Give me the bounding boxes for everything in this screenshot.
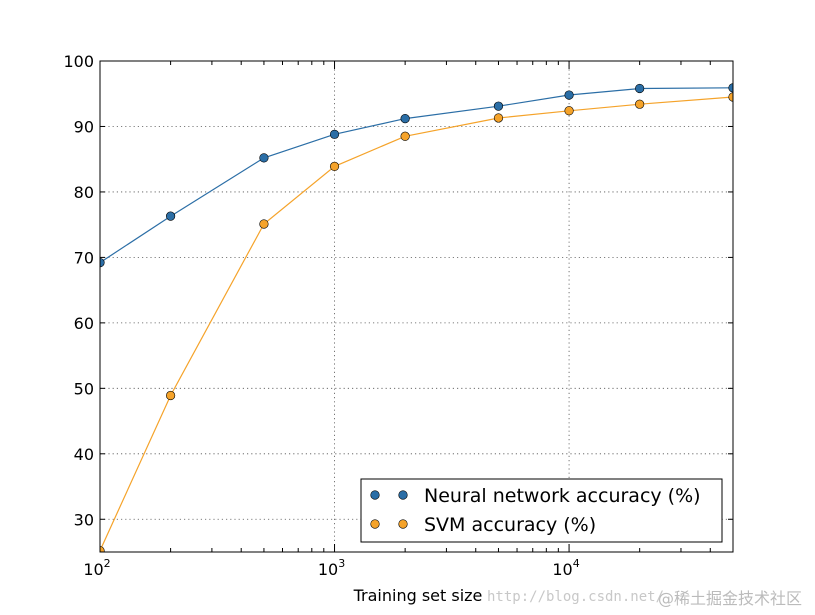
y-tick-label: 60 xyxy=(74,314,94,333)
x-axis-label: Training set size xyxy=(353,586,483,605)
series-1-point xyxy=(329,129,340,139)
series-2-point xyxy=(100,546,105,552)
series-1-point xyxy=(100,258,105,268)
y-tick-label: 70 xyxy=(74,248,94,267)
plot-frame xyxy=(99,60,734,553)
plot-area xyxy=(100,83,733,552)
series-1-point xyxy=(635,83,645,94)
legend-marker xyxy=(370,519,380,529)
y-tick-label: 90 xyxy=(74,117,94,136)
legend-marker xyxy=(398,519,408,529)
watermark-text: @稀土掘金技术社区 xyxy=(658,589,802,608)
legend-label: Neural network accuracy (%) xyxy=(424,485,701,507)
series-2-point xyxy=(400,131,410,141)
series-2-point xyxy=(728,92,733,102)
legend: Neural network accuracy (%) SVM accuracy … xyxy=(360,478,723,543)
y-tick-label: 80 xyxy=(74,183,94,202)
series-2-point xyxy=(166,390,176,401)
y-tick-label: 100 xyxy=(63,52,94,71)
x-tick-exponent: 2 xyxy=(104,557,111,570)
series-1-point xyxy=(259,153,269,163)
x-tick-label: 103 xyxy=(318,557,345,579)
legend-box xyxy=(360,478,723,543)
series-line-1 xyxy=(100,87,733,264)
legend-marker xyxy=(398,490,408,500)
x-tick-label: 102 xyxy=(83,557,110,579)
series-1-point xyxy=(400,114,410,124)
series-layer xyxy=(100,83,733,552)
y-tick-label: 40 xyxy=(74,445,94,464)
series-1-point xyxy=(564,90,574,100)
x-tick-exponent: 4 xyxy=(573,557,580,570)
legend-label: SVM accuracy (%) xyxy=(424,514,596,536)
series-2-point xyxy=(329,161,340,172)
grid-lines xyxy=(100,61,733,552)
series-1-point xyxy=(728,83,733,93)
y-tick-label: 30 xyxy=(74,510,94,529)
series-2-point xyxy=(635,99,645,109)
series-2-point xyxy=(259,219,269,229)
x-tick-label: 104 xyxy=(552,557,579,579)
series-1-point xyxy=(166,211,176,221)
series-2-point xyxy=(564,106,574,116)
legend-marker xyxy=(370,490,380,500)
series-2-point xyxy=(493,113,504,123)
y-tick-label: 50 xyxy=(74,379,94,398)
series-1-point xyxy=(493,101,504,111)
x-tick-exponent: 3 xyxy=(338,557,345,570)
watermark-url: http://blog.csdn.net/ xyxy=(487,589,664,605)
